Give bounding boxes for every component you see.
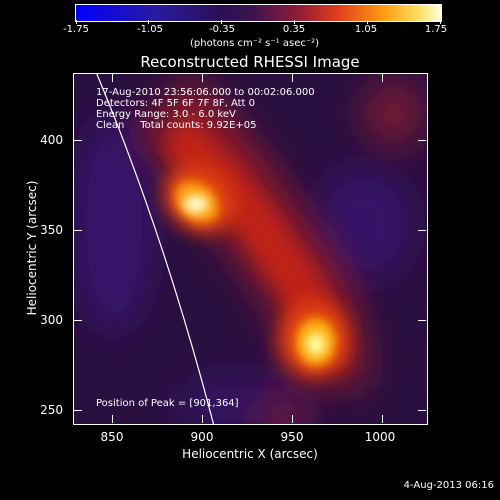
x-tick-mark [382,74,383,82]
detectors-info: Detectors: 4F 5F 6F 7F 8F, Att 0 [96,98,256,109]
colorbar-tick-label: -1.05 [137,24,163,35]
time-range: 17-Aug-2010 23:56:06.000 to 00:02:06.000 [96,87,315,98]
y-tick-mark [74,230,82,231]
colorbar-tick-mark [294,20,295,24]
y-tick-mark [74,410,82,411]
y-tick-mark [418,230,426,231]
colorbar-tick-mark [367,20,368,24]
colorbar-tick-label: 0.35 [282,24,306,35]
y-tick-label: 400 [40,133,63,147]
colorbar-tick-label: 1.05 [354,24,378,35]
y-tick-mark [74,140,82,141]
date-stamp: 4-Aug-2013 06:16 [403,480,494,491]
x-tick-mark [292,74,293,82]
y-tick-mark [418,320,426,321]
clean-total-counts: Clean Total counts: 9.92E+05 [96,120,257,131]
colorbar-tick-label: 1.75 [424,24,448,35]
y-tick-label: 350 [40,223,63,237]
colorbar-tick-label: -0.35 [209,24,235,35]
x-tick-mark [112,74,113,82]
x-tick-label: 900 [190,430,214,444]
colorbar-tick-mark [221,20,222,24]
colorbar-tick-mark [440,20,441,24]
y-tick-label: 250 [40,403,63,417]
colorbar-units: (photons cm⁻² s⁻¹ asec⁻²) [190,38,320,49]
x-tick-mark [112,415,113,423]
colorbar-tick-mark [76,20,77,24]
x-tick-mark [202,415,203,423]
peak-position: Position of Peak = [901,364] [96,398,239,409]
x-tick-mark [382,415,383,423]
colorbar-tick-mark [148,20,149,24]
y-tick-label: 300 [40,313,63,327]
rhessi-image [74,74,427,424]
x-tick-label: 1000 [364,430,396,444]
energy-range: Energy Range: 3.0 - 6.0 keV [96,109,236,120]
solar-limb [96,74,215,424]
x-tick-label: 950 [280,430,304,444]
x-tick-mark [202,74,203,82]
y-tick-mark [418,140,426,141]
colorbar [75,4,442,22]
y-tick-mark [74,320,82,321]
colorbar-tick-label: -1.75 [63,24,89,35]
x-axis-label: Heliocentric X (arcsec) [182,447,318,461]
rhessi-image-panel [73,73,428,425]
y-tick-mark [418,410,426,411]
x-tick-label: 850 [100,430,124,444]
x-tick-mark [292,415,293,423]
image-title: Reconstructed RHESSI Image [140,53,360,71]
y-axis-label: Heliocentric Y (arcsec) [25,180,39,316]
